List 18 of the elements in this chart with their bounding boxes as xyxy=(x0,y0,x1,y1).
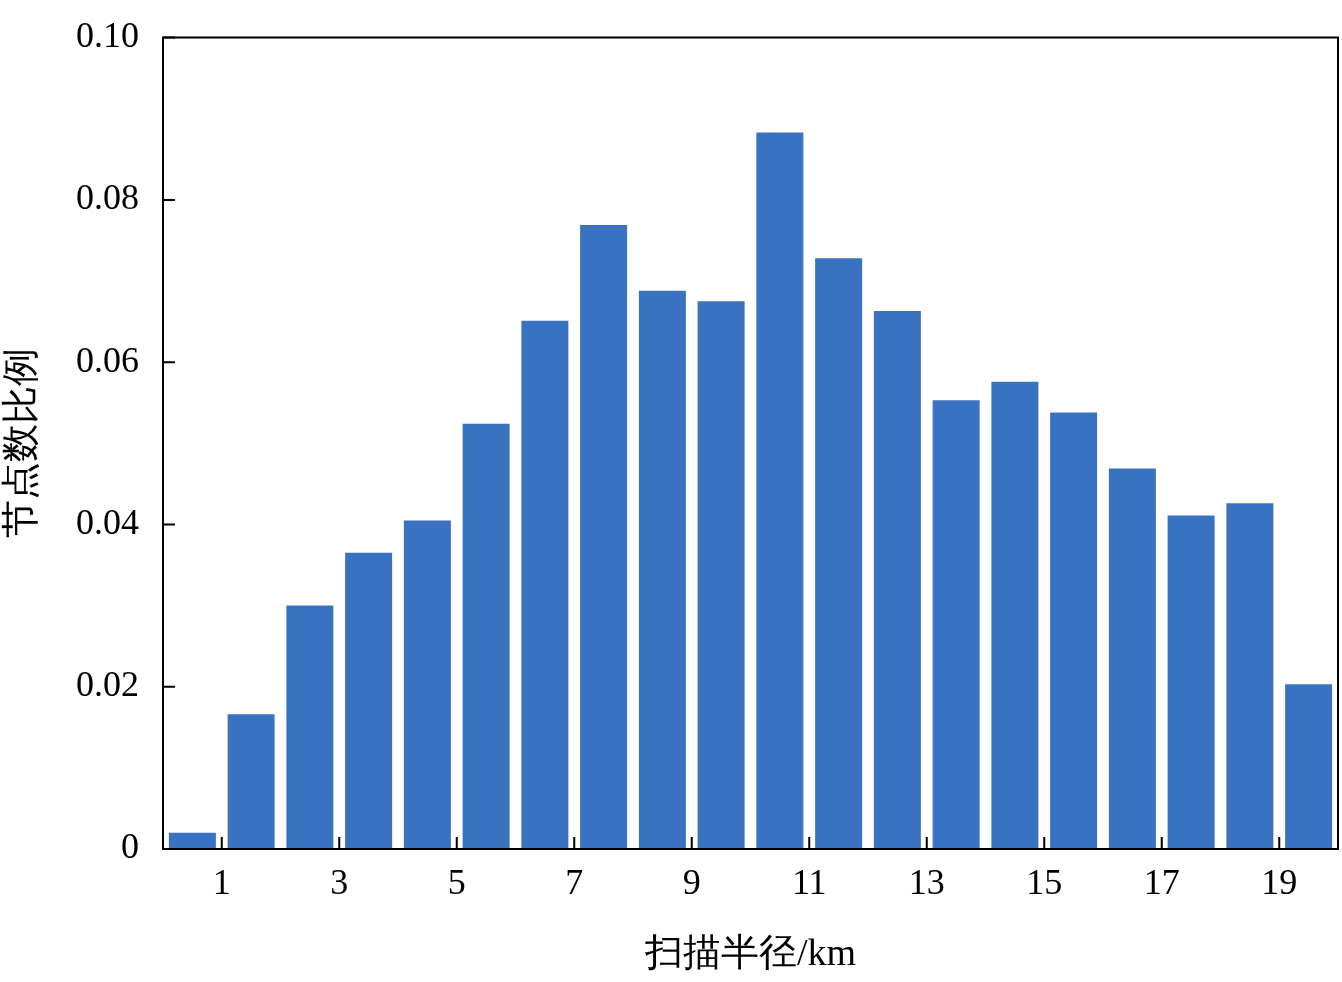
x-tick-label: 13 xyxy=(908,862,945,903)
x-tick-label: 3 xyxy=(330,862,349,903)
x-tick-label: 5 xyxy=(447,862,466,903)
y-tick-label: 0.06 xyxy=(76,339,139,380)
y-tick-label: 0.04 xyxy=(76,501,139,542)
y-tick-label: 0.02 xyxy=(76,664,139,705)
x-tick-label: 7 xyxy=(565,862,584,903)
x-tick-label: 9 xyxy=(682,862,701,903)
x-tick-label: 15 xyxy=(1026,862,1063,903)
x-tick-label: 11 xyxy=(791,862,827,903)
y-axis-title: 节点数比例 xyxy=(0,348,41,539)
x-tick-label: 17 xyxy=(1143,862,1180,903)
x-tick-label: 19 xyxy=(1261,862,1298,903)
y-tick-label: 0 xyxy=(121,826,139,867)
x-axis-title: 扫描半径/km xyxy=(643,931,857,974)
y-tick-label: 0.10 xyxy=(76,15,139,56)
x-tick-label: 1 xyxy=(212,862,231,903)
y-tick-label: 0.08 xyxy=(76,177,139,218)
